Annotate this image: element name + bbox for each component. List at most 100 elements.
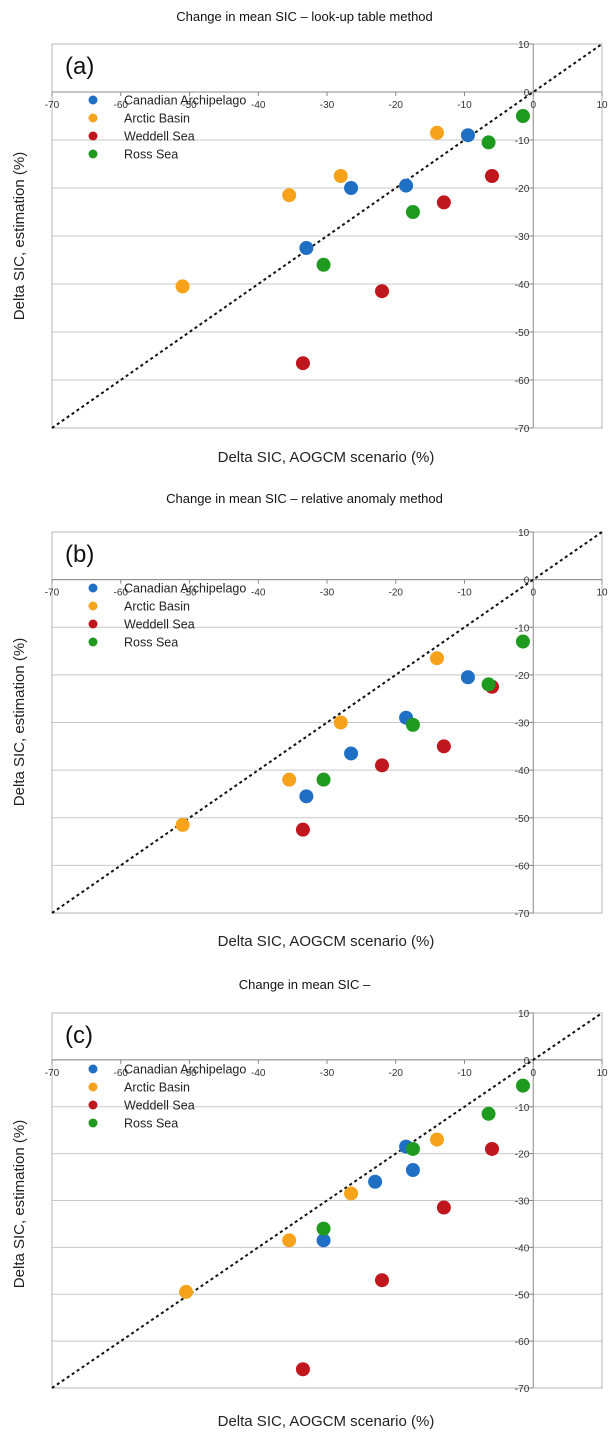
data-point <box>295 822 310 837</box>
data-point <box>344 181 359 195</box>
y-tick-label: -60 <box>515 861 530 872</box>
y-tick-label: 0 <box>524 1056 530 1067</box>
legend-entry: Ross Sea <box>124 636 178 650</box>
y-tick-label: 0 <box>524 88 530 99</box>
data-point <box>333 715 348 730</box>
y-tick-label: -60 <box>515 376 530 387</box>
x-tick-label: -70 <box>45 588 60 599</box>
data-point <box>460 128 475 143</box>
data-point <box>405 205 420 219</box>
x-tick-label: -60 <box>114 1068 129 1079</box>
data-point <box>430 125 444 140</box>
x-tick-label: -30 <box>320 1068 335 1079</box>
data-point <box>344 746 359 761</box>
y-tick-label: -60 <box>515 1337 530 1348</box>
y-tick-label: -10 <box>515 623 530 634</box>
data-point <box>316 772 331 787</box>
legend-entry: Canadian Archipelago <box>124 1063 246 1077</box>
legend-marker <box>88 1082 98 1092</box>
y-tick-label: -10 <box>515 136 530 147</box>
legend-marker <box>88 149 98 159</box>
x-tick-label: -40 <box>251 1068 266 1079</box>
legend-entry: Arctic Basin <box>124 600 190 614</box>
data-point <box>375 758 389 773</box>
y-tick-label: 10 <box>518 40 530 51</box>
x-tick-label: -70 <box>45 100 60 111</box>
data-point <box>430 651 444 666</box>
y-tick-label: -10 <box>515 1103 530 1114</box>
x-tick-label: 0 <box>530 1068 536 1079</box>
data-point <box>282 1233 297 1248</box>
data-point <box>299 241 314 255</box>
x-axis-label: Delta SIC, AOGCM scenario (%) <box>218 1413 435 1430</box>
reference-line <box>51 1012 603 1389</box>
x-tick-label: 10 <box>596 1068 608 1079</box>
scatter-chart-c: Change in mean SIC – -70 -60 -50 -40 -30 -20 -1… <box>11 977 608 1430</box>
data-point <box>460 670 475 685</box>
data-point <box>436 1200 451 1215</box>
panel-b: Change in mean SIC – relative anomaly me… <box>0 482 609 968</box>
x-tick-label: -20 <box>389 588 404 599</box>
legend-marker <box>88 1118 98 1128</box>
panel-c: Change in mean SIC – -70 -60 -50 -40 -30 -20 -1… <box>0 968 609 1446</box>
data-point <box>481 1106 496 1121</box>
data-point <box>481 677 496 692</box>
legend-marker <box>88 619 98 629</box>
y-tick-label: -50 <box>515 328 530 339</box>
x-tick-label: -20 <box>389 100 404 111</box>
legend-marker <box>88 131 98 141</box>
data-point <box>485 169 499 183</box>
scatter-chart-a: Change in mean SIC – look-up table metho… <box>11 9 608 466</box>
y-tick-label: -40 <box>515 280 530 291</box>
x-tick-label: 0 <box>530 588 536 599</box>
x-tick-label: 10 <box>596 588 608 599</box>
data-point <box>316 1233 331 1248</box>
x-tick-label: 10 <box>596 100 608 111</box>
legend-marker <box>88 583 98 593</box>
y-tick-label: -50 <box>515 814 530 825</box>
y-tick-label: -30 <box>515 232 530 243</box>
x-tick-label: -40 <box>251 588 266 599</box>
data-point <box>344 1186 359 1201</box>
data-point <box>175 817 190 832</box>
x-tick-label: -50 <box>182 588 197 599</box>
x-tick-label: -70 <box>45 1068 60 1079</box>
plot-frame <box>51 1012 603 1389</box>
legend-entry: Canadian Archipelago <box>124 94 246 108</box>
data-point <box>295 1362 310 1377</box>
x-axis-label: Delta SIC, AOGCM scenario (%) <box>218 449 435 466</box>
y-tick-label: -40 <box>515 766 530 777</box>
legend-entry: Ross Sea <box>124 1117 178 1131</box>
x-tick-label: -60 <box>114 100 129 111</box>
x-tick-label: -10 <box>457 1068 472 1079</box>
legend-marker <box>88 601 98 611</box>
data-point <box>515 1078 530 1093</box>
y-axis-label: Delta SIC, estimation (%) <box>11 638 28 806</box>
y-tick-label: 0 <box>524 576 530 587</box>
y-tick-label: -30 <box>515 719 530 730</box>
x-tick-label: 0 <box>530 100 536 111</box>
panel-label: (b) <box>65 541 94 568</box>
chart-title: Change in mean SIC – look-up table metho… <box>176 9 433 24</box>
data-point <box>405 1163 420 1178</box>
data-point <box>179 1284 194 1299</box>
panel-a: Change in mean SIC – look-up table metho… <box>0 0 609 482</box>
legend-marker <box>88 95 98 105</box>
data-point <box>375 284 389 299</box>
data-point <box>399 178 414 193</box>
y-tick-label: -20 <box>515 184 530 195</box>
data-point <box>515 109 530 123</box>
data-point <box>299 789 314 804</box>
y-tick-label: -40 <box>515 1243 530 1254</box>
data-point <box>485 1141 499 1156</box>
data-point <box>375 1273 389 1288</box>
legend-entry: Weddell Sea <box>124 130 195 144</box>
x-tick-label: -60 <box>114 588 129 599</box>
x-tick-label: -10 <box>457 100 472 111</box>
data-point <box>295 356 310 371</box>
y-tick-label: -20 <box>515 1150 530 1161</box>
legend-marker <box>88 113 98 123</box>
legend-entry: Ross Sea <box>124 148 178 162</box>
data-point <box>481 135 496 150</box>
y-tick-label: 10 <box>518 528 530 539</box>
